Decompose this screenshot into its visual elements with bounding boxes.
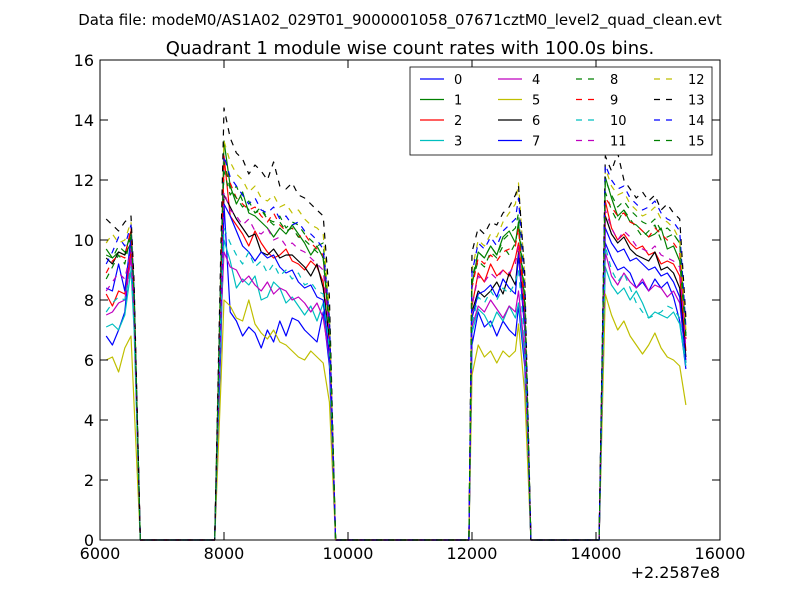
legend-label-5: 5 — [532, 94, 540, 109]
x-tick-label: 12000 — [447, 544, 498, 563]
y-tick-label: 2 — [84, 471, 94, 490]
legend-label-4: 4 — [532, 73, 540, 88]
y-tick-label: 4 — [84, 411, 94, 430]
y-tick-label: 6 — [84, 351, 94, 370]
y-tick-label: 10 — [74, 231, 94, 250]
x-offset-label: +2.2587e8 — [631, 563, 720, 582]
ticks-layer: 6000 8000 10000 12000 14000 16000024681012141… — [74, 51, 746, 563]
legend-frame — [409, 66, 713, 156]
legend-label-7: 7 — [532, 135, 540, 150]
legend-label-6: 6 — [532, 114, 540, 129]
chart-title: Quadrant 1 module wise count rates with … — [166, 38, 655, 59]
x-tick-label: 6000 — [80, 544, 121, 563]
x-tick-label: 10000 — [323, 544, 374, 563]
legend-label-1: 1 — [454, 94, 462, 109]
y-tick-label: 14 — [74, 111, 94, 130]
legend-label-2: 2 — [454, 114, 462, 129]
legend-label-11: 11 — [610, 135, 627, 150]
legend-label-3: 3 — [454, 135, 462, 150]
legend-label-9: 9 — [610, 94, 618, 109]
legend-label-15: 15 — [688, 135, 705, 150]
x-tick-label: 8000 — [204, 544, 245, 563]
legend-label-13: 13 — [688, 94, 705, 109]
y-tick-label: 16 — [74, 51, 94, 70]
legend-label-8: 8 — [610, 73, 618, 88]
legend-label-10: 10 — [610, 114, 627, 129]
y-tick-label: 12 — [74, 171, 94, 190]
legend-label-14: 14 — [688, 114, 705, 129]
y-tick-label: 8 — [84, 291, 94, 310]
legend-label-0: 0 — [454, 73, 462, 88]
x-tick-label: 16000 — [695, 544, 746, 563]
chart-suptitle: Data file: modeM0/AS1A02_029T01_90000010… — [78, 11, 722, 30]
y-tick-label: 0 — [84, 531, 94, 550]
legend-label-12: 12 — [688, 73, 705, 88]
x-tick-label: 14000 — [571, 544, 622, 563]
